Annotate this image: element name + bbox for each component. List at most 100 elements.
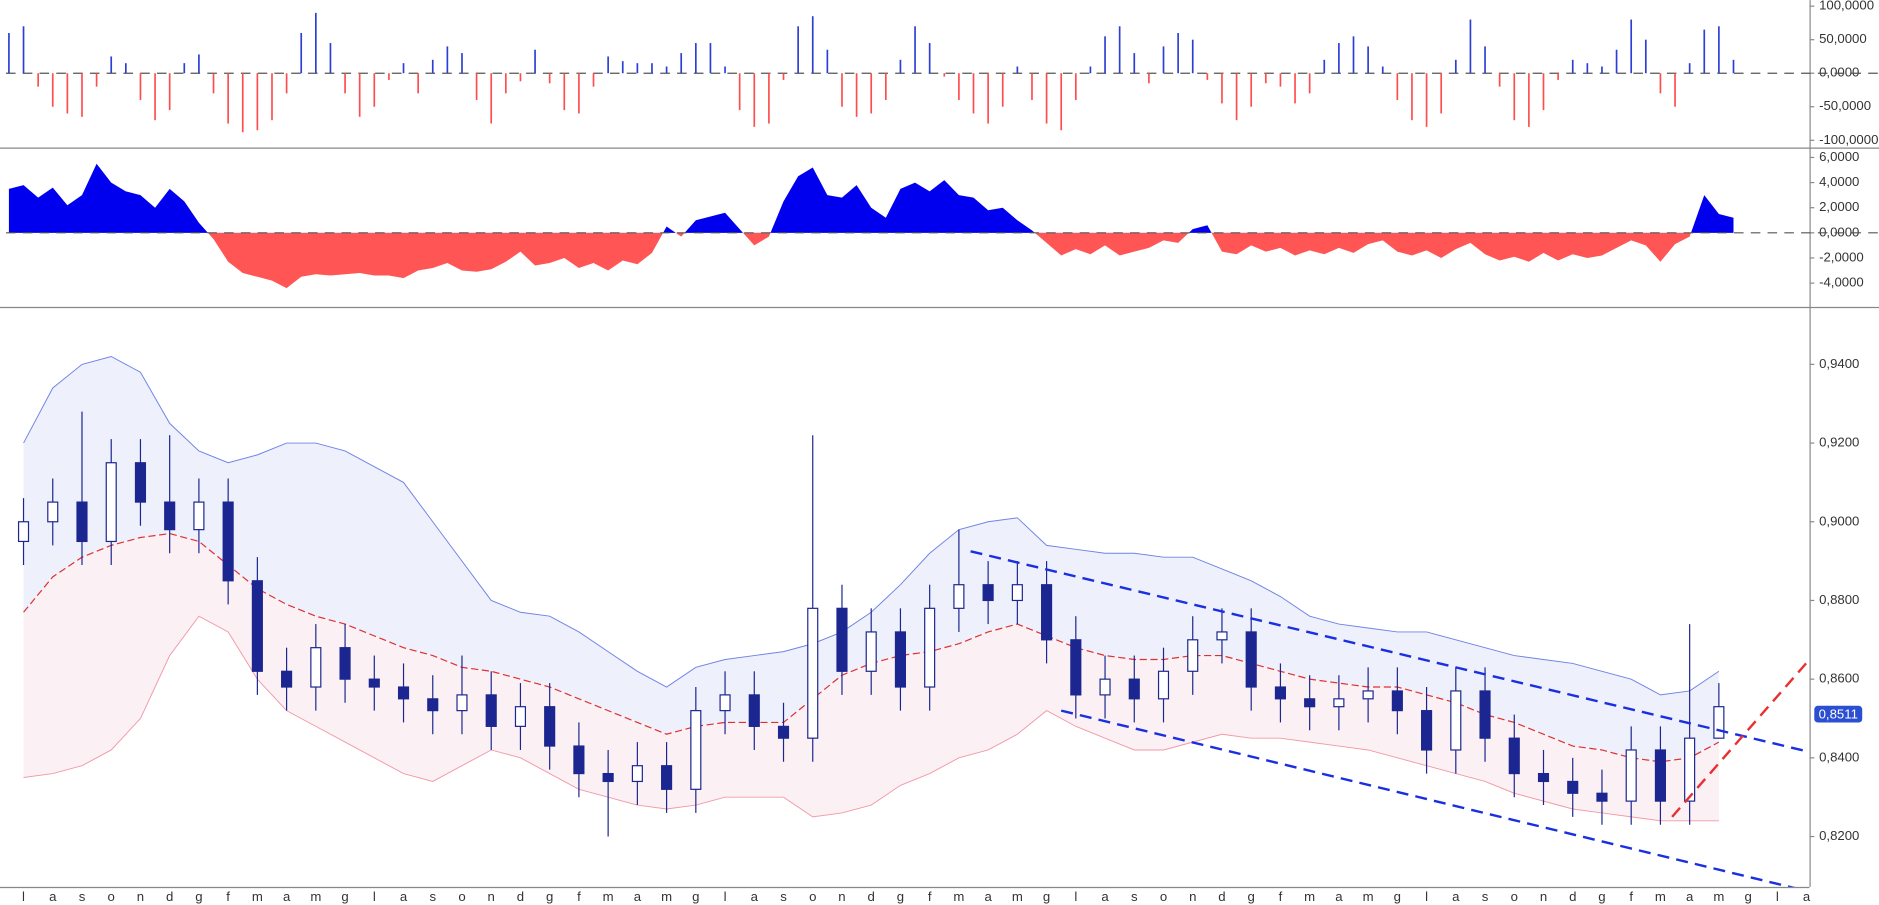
candle-body <box>397 686 410 700</box>
x-tick-label: f <box>1629 889 1633 904</box>
candle-body <box>281 670 293 688</box>
candle-body <box>17 521 30 543</box>
candle-body <box>456 694 468 712</box>
x-tick-label: g <box>1598 889 1605 904</box>
y-tick-label: 4,0000 <box>1819 174 1859 189</box>
x-tick-label: g <box>341 889 348 904</box>
candle-body <box>1041 584 1053 641</box>
trend-line <box>1671 658 1810 818</box>
x-tick-label: o <box>1511 889 1518 904</box>
x-tick-label: s <box>1131 889 1138 904</box>
y-tick-label: 0,0000 <box>1819 224 1859 239</box>
trend-line <box>970 550 1810 754</box>
x-tick-label: g <box>897 889 904 904</box>
x-tick-label: d <box>517 889 524 904</box>
candle-body <box>1537 772 1550 783</box>
x-tick-label: m <box>310 889 321 904</box>
candle-body <box>748 694 760 727</box>
x-tick-label: a <box>400 889 408 904</box>
x-tick-label: n <box>1189 889 1196 904</box>
candle-body <box>544 706 556 747</box>
candle-body <box>47 501 59 523</box>
x-tick-label: l <box>1425 889 1428 904</box>
y-tick-label: 0,8600 <box>1819 671 1859 686</box>
candle-body <box>485 694 497 727</box>
candle-body <box>1654 749 1666 802</box>
x-tick-label: a <box>1101 889 1109 904</box>
x-tick-label: d <box>166 889 173 904</box>
candle-body <box>1070 639 1082 696</box>
x-tick-label: m <box>603 889 614 904</box>
upper-band-fill <box>23 356 1719 762</box>
x-tick-label: l <box>1776 889 1779 904</box>
trend-line <box>1060 709 1796 887</box>
candle-body <box>1713 706 1725 739</box>
x-tick-label: a <box>49 889 57 904</box>
x-tick-label: s <box>429 889 436 904</box>
y-tick-label: 0,8400 <box>1819 749 1859 764</box>
candle-body <box>339 647 351 680</box>
x-tick-label: m <box>1304 889 1315 904</box>
x-tick-label: a <box>984 889 992 904</box>
candle-body <box>1099 678 1111 696</box>
candle-body <box>1421 710 1433 751</box>
price-plot <box>17 356 1810 887</box>
x-tick-label: g <box>1043 889 1050 904</box>
candle-body <box>1684 737 1696 802</box>
x-tick-label: d <box>1218 889 1225 904</box>
x-tick-label: d <box>868 889 875 904</box>
x-tick-label: o <box>1160 889 1167 904</box>
candle-body <box>164 501 176 531</box>
candle-body <box>953 584 965 609</box>
candle-body <box>222 501 234 582</box>
candle-body <box>573 745 585 775</box>
y-tick-label: -100,0000 <box>1819 132 1878 147</box>
candle-body <box>1128 678 1140 700</box>
x-tick-label: f <box>577 889 581 904</box>
x-tick-label: s <box>1482 889 1489 904</box>
y-tick-label: 0,9000 <box>1819 513 1859 528</box>
candle-body <box>1362 690 1374 700</box>
x-tick-label: m <box>1655 889 1666 904</box>
candle-body <box>1333 698 1345 708</box>
candle-body <box>719 694 731 712</box>
y-tick-label: 0,8800 <box>1819 592 1859 607</box>
x-tick-label: g <box>692 889 699 904</box>
x-tick-label: d <box>1569 889 1576 904</box>
y-tick-label: 0,9400 <box>1819 356 1859 371</box>
x-tick-label: a <box>283 889 291 904</box>
candle-body <box>134 462 147 503</box>
candle-body <box>836 607 848 672</box>
candle-body <box>1157 670 1170 700</box>
y-tick-label: 50,0000 <box>1819 31 1867 46</box>
candle-body <box>1304 698 1316 708</box>
y-tick-label: -4,0000 <box>1819 275 1864 290</box>
y-tick-label: 0,8200 <box>1819 828 1859 843</box>
x-tick-label: l <box>22 889 25 904</box>
x-tick-label: l <box>373 889 376 904</box>
x-tick-label: f <box>1279 889 1283 904</box>
x-tick-label: n <box>1540 889 1547 904</box>
x-tick-label: a <box>634 889 642 904</box>
y-tick-label: 6,0000 <box>1819 149 1859 164</box>
candle-body <box>1625 749 1637 802</box>
candle-body <box>514 706 527 727</box>
x-tick-label: g <box>195 889 202 904</box>
candle-body <box>368 678 380 688</box>
x-tick-label: a <box>1686 889 1694 904</box>
x-tick-label: g <box>1394 889 1401 904</box>
x-tick-label: n <box>488 889 495 904</box>
x-tick-label: a <box>1803 889 1811 904</box>
x-tick-label: o <box>108 889 115 904</box>
x-tick-label: f <box>928 889 932 904</box>
x-tick-label: s <box>79 889 86 904</box>
oscillator-area <box>8 163 1734 289</box>
last-price-box <box>1814 705 1863 723</box>
x-tick-label: f <box>226 889 230 904</box>
x-tick-label: g <box>546 889 553 904</box>
candle-body <box>1567 780 1579 794</box>
y-tick-label: 0,0000 <box>1819 65 1859 80</box>
last-price-label: 0,8511 <box>1819 706 1858 721</box>
candle-body <box>1508 737 1520 775</box>
